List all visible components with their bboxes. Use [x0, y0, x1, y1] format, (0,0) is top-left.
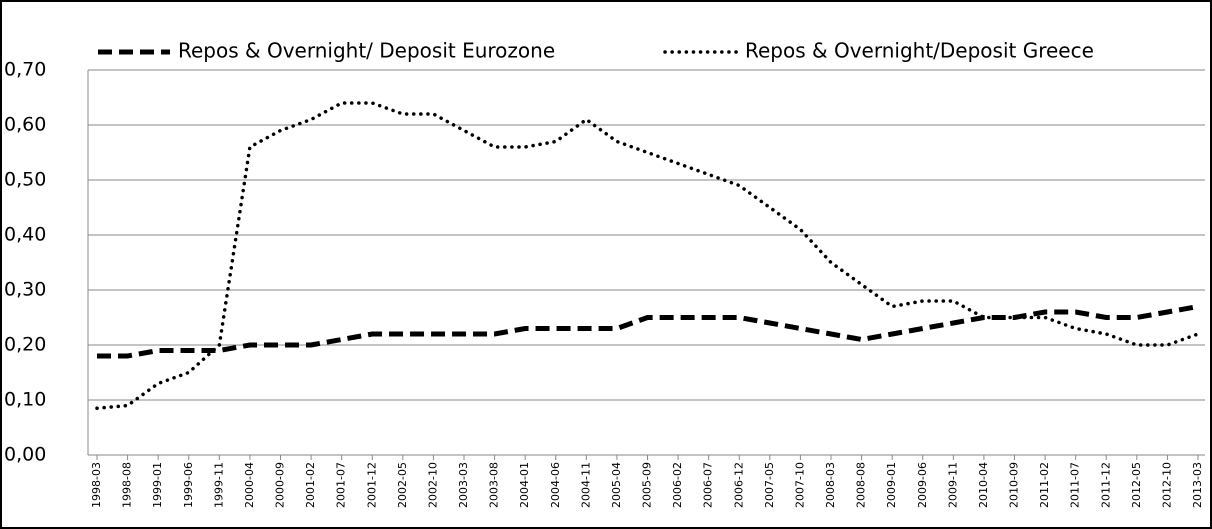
- x-tick-label: 2000-04: [243, 462, 256, 508]
- x-tick-label: 2006-07: [702, 462, 715, 508]
- x-tick-label: 2004-06: [549, 462, 562, 508]
- x-tick-label: 2004-11: [579, 462, 592, 508]
- x-tick-label: 2011-02: [1038, 462, 1051, 508]
- y-tick-label: 0,20: [4, 334, 46, 356]
- x-tick-label: 2005-09: [641, 462, 654, 508]
- x-tick-label: 2011-12: [1099, 462, 1112, 508]
- y-tick-label: 0,40: [4, 224, 46, 246]
- x-tick-label: 2009-06: [916, 462, 929, 508]
- x-tick-label: 2009-01: [885, 462, 898, 508]
- series-line: [95, 101, 1200, 410]
- x-tick-label: 1999-11: [212, 462, 225, 508]
- x-tick-label: 2001-12: [365, 462, 378, 508]
- x-tick-label: 2004-01: [518, 462, 531, 508]
- x-tick-label: 1999-01: [151, 462, 164, 508]
- x-tick-label: 2001-02: [304, 462, 317, 508]
- x-tick-label: 2012-10: [1160, 462, 1173, 508]
- y-tick-label: 0,60: [4, 114, 46, 136]
- y-tick-label: 0,00: [4, 444, 46, 466]
- x-tick-label: 1998-08: [121, 462, 134, 508]
- x-tick-label: 2001-07: [335, 462, 348, 508]
- y-tick-label: 0,10: [4, 389, 46, 411]
- x-tick-label: 2000-09: [274, 462, 287, 508]
- y-tick-label: 0,70: [4, 59, 46, 81]
- x-tick-label: 2008-08: [855, 462, 868, 508]
- x-tick-label: 1999-06: [182, 462, 195, 508]
- x-tick-label: 2008-03: [824, 462, 837, 508]
- x-tick-label: 2011-07: [1069, 462, 1082, 508]
- x-tick-label: 2005-04: [610, 462, 623, 508]
- x-tick-label: 2003-03: [457, 462, 470, 508]
- x-tick-label: 2006-12: [732, 462, 745, 508]
- x-tick-label: 2007-10: [793, 462, 806, 508]
- x-tick-label: 2007-05: [763, 462, 776, 508]
- x-tick-label: 2002-05: [396, 462, 409, 508]
- x-tick-label: 2013-03: [1191, 462, 1204, 508]
- legend-label: Repos & Overnight/Deposit Greece: [745, 39, 1094, 63]
- x-tick-label: 2003-08: [488, 462, 501, 508]
- y-tick-label: 0,50: [4, 169, 46, 191]
- x-tick-label: 1998-03: [90, 462, 103, 508]
- series-line: [97, 304, 1199, 359]
- x-tick-label: 2009-11: [946, 462, 959, 508]
- x-tick-label: 2010-09: [1008, 462, 1021, 508]
- x-tick-label: 2006-02: [671, 462, 684, 508]
- x-tick-label: 2012-05: [1130, 462, 1143, 508]
- x-tick-label: 2010-04: [977, 462, 990, 508]
- y-tick-label: 0,30: [4, 279, 46, 301]
- x-tick-label: 2002-10: [426, 462, 439, 508]
- legend-label: Repos & Overnight/ Deposit Eurozone: [178, 39, 555, 63]
